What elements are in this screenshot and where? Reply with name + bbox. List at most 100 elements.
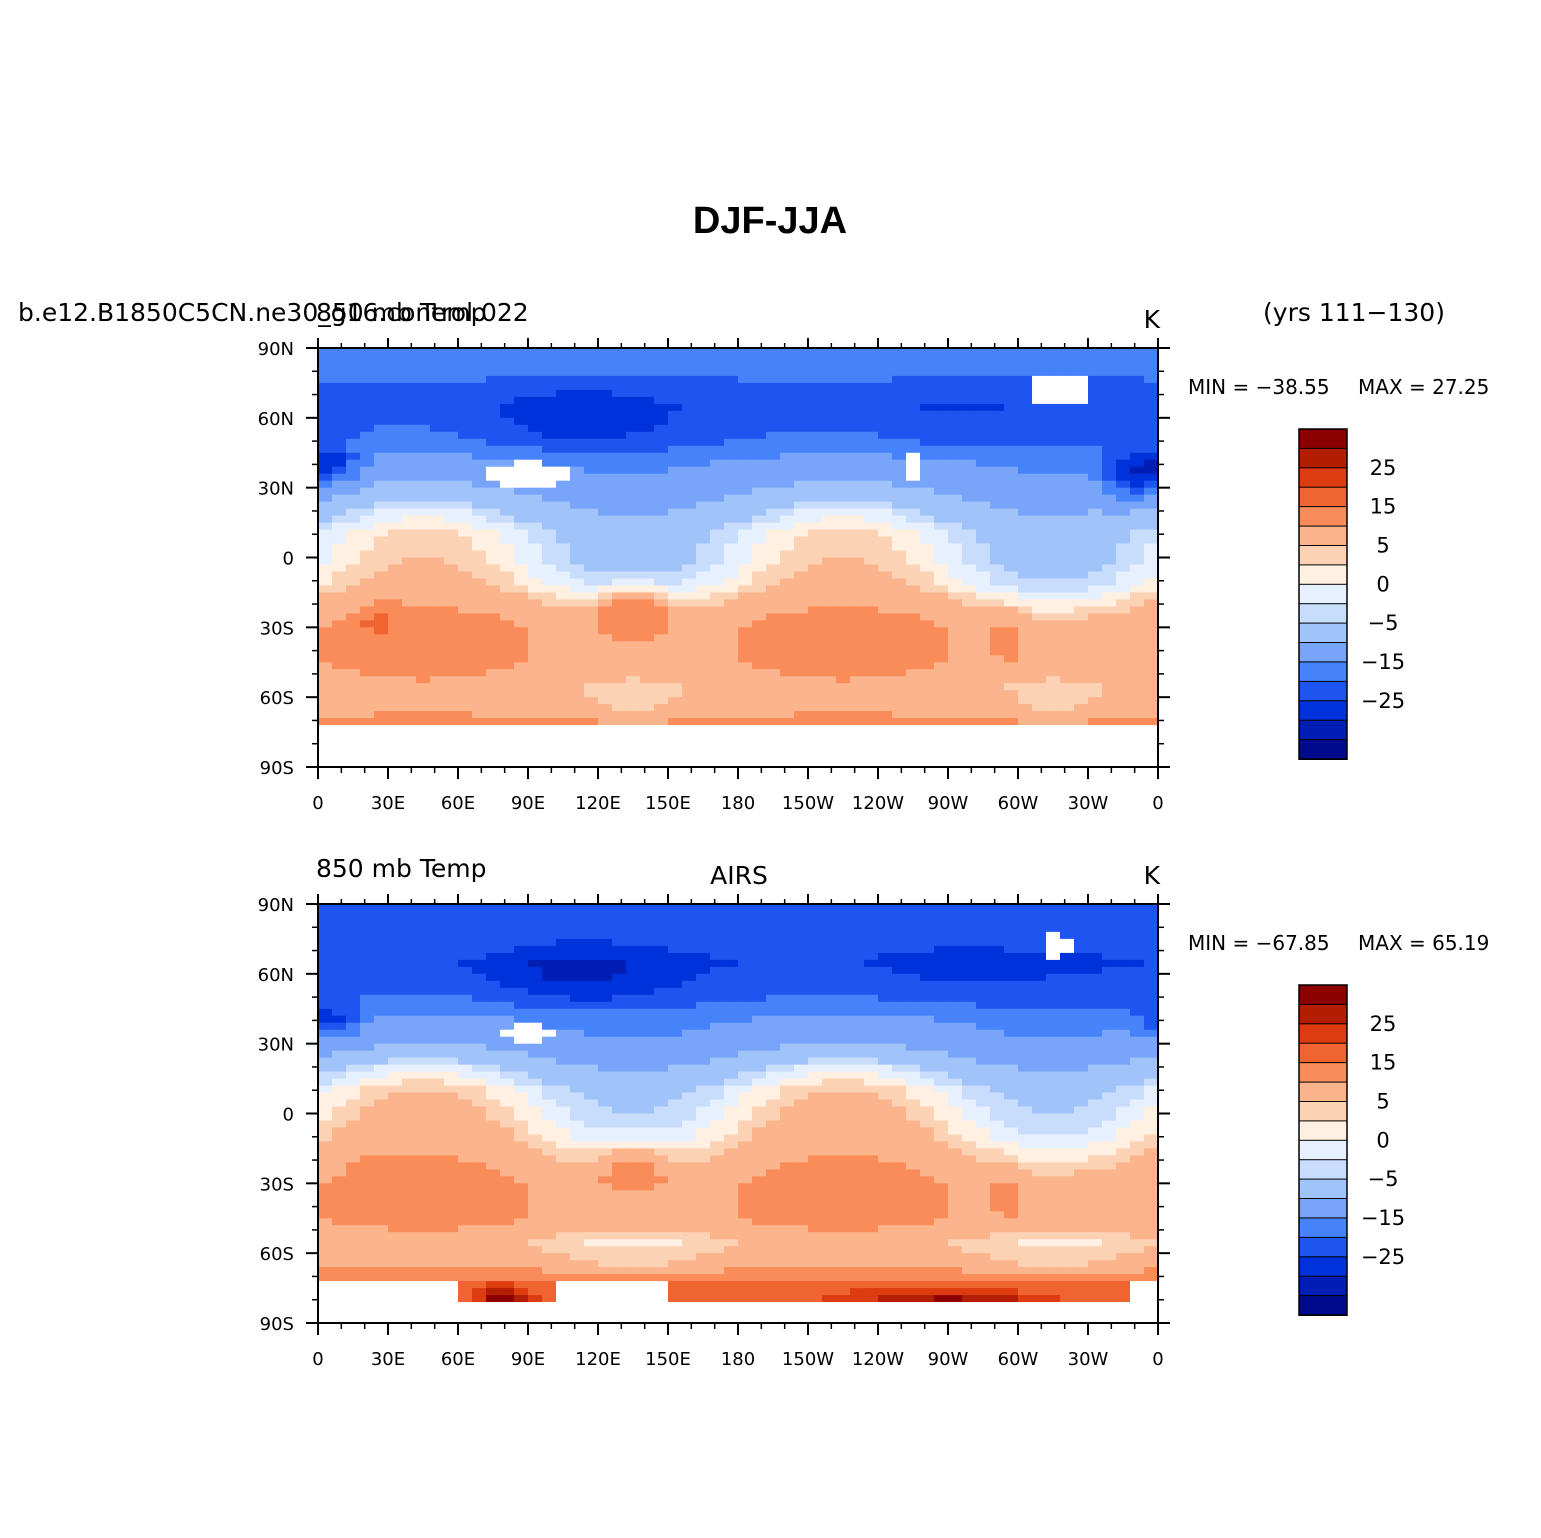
field-cell [920, 494, 935, 503]
field-cell [1032, 438, 1047, 447]
field-cell [738, 945, 753, 954]
field-cell [514, 396, 529, 405]
field-cell [962, 620, 977, 628]
field-cell [668, 641, 683, 649]
field-cell [780, 508, 795, 517]
field-cell [752, 925, 767, 933]
field-cell [640, 945, 655, 954]
field-cell [556, 557, 571, 566]
field-cell [1088, 1036, 1103, 1045]
field-cell [346, 718, 361, 726]
field-cell [416, 508, 431, 517]
field-cell [528, 389, 543, 398]
field-cell [1060, 348, 1075, 356]
field-cell [472, 746, 487, 754]
field-cell [1074, 725, 1089, 733]
field-cell [472, 368, 487, 377]
field-cell [626, 662, 641, 670]
field-cell [500, 669, 515, 677]
field-cell [794, 362, 809, 370]
field-cell [402, 655, 417, 663]
field-cell [500, 620, 515, 628]
field-cell [430, 1022, 445, 1031]
field-cell [962, 711, 977, 719]
field-cell [1074, 704, 1089, 712]
field-cell [836, 1008, 851, 1017]
field-cell [976, 1015, 991, 1024]
field-cell [850, 683, 865, 691]
field-cell [416, 459, 431, 468]
field-cell [738, 417, 753, 426]
field-cell [1074, 1036, 1089, 1045]
field-cell [1102, 452, 1117, 461]
field-cell [1116, 368, 1131, 377]
field-cell [836, 403, 851, 412]
field-cell [598, 424, 613, 433]
field-cell [710, 980, 725, 989]
field-cell [1060, 459, 1075, 468]
field-cell [444, 431, 459, 440]
field-cell [696, 918, 711, 926]
field-cell [878, 620, 893, 628]
field-cell [528, 931, 543, 940]
field-cell [990, 585, 1005, 593]
field-cell [1144, 508, 1159, 517]
field-cell [542, 529, 557, 538]
field-cell [360, 417, 375, 426]
colorbar-swatch [1298, 661, 1348, 683]
field-cell [598, 466, 613, 475]
field-cell [1060, 362, 1075, 370]
field-cell [360, 466, 375, 475]
field-cell [822, 487, 837, 496]
field-cell [374, 690, 389, 698]
field-cell [864, 945, 879, 954]
field-cell [794, 480, 809, 489]
field-cell [388, 760, 403, 768]
field-cell [332, 1008, 347, 1017]
field-cell [1088, 557, 1103, 566]
field-cell [808, 592, 823, 600]
field-cell [640, 760, 655, 768]
field-cell [458, 952, 473, 961]
field-cell [500, 480, 515, 489]
field-cell [1074, 959, 1089, 968]
field-cell [752, 697, 767, 705]
field-cell [360, 424, 375, 433]
field-cell [402, 403, 417, 412]
field-cell [934, 508, 949, 517]
field-cell [752, 494, 767, 503]
field-cell [766, 410, 781, 419]
field-cell [808, 445, 823, 454]
field-cell [598, 529, 613, 538]
field-cell [948, 952, 963, 961]
field-cell [766, 704, 781, 712]
field-cell [1032, 348, 1047, 356]
field-cell [794, 945, 809, 954]
field-cell [766, 368, 781, 377]
field-cell [1060, 683, 1075, 691]
field-cell [542, 522, 557, 531]
field-cell [724, 690, 739, 698]
field-cell [654, 683, 669, 691]
field-cell [710, 690, 725, 698]
field-cell [724, 585, 739, 593]
field-cell [780, 368, 795, 377]
field-cell [976, 952, 991, 961]
field-cell [1130, 753, 1145, 761]
field-cell [332, 362, 347, 370]
field-cell [486, 508, 501, 517]
field-cell [584, 396, 599, 405]
field-cell [332, 452, 347, 461]
field-cell [808, 676, 823, 684]
field-cell [738, 634, 753, 642]
field-cell [626, 452, 641, 461]
field-cell [514, 529, 529, 538]
field-cell [1088, 925, 1103, 933]
field-cell [1088, 676, 1103, 684]
field-cell [430, 980, 445, 989]
field-cell [668, 501, 683, 510]
field-cell [906, 1036, 921, 1045]
field-cell [1004, 1015, 1019, 1024]
field-cell [1060, 980, 1075, 989]
field-cell [458, 410, 473, 419]
